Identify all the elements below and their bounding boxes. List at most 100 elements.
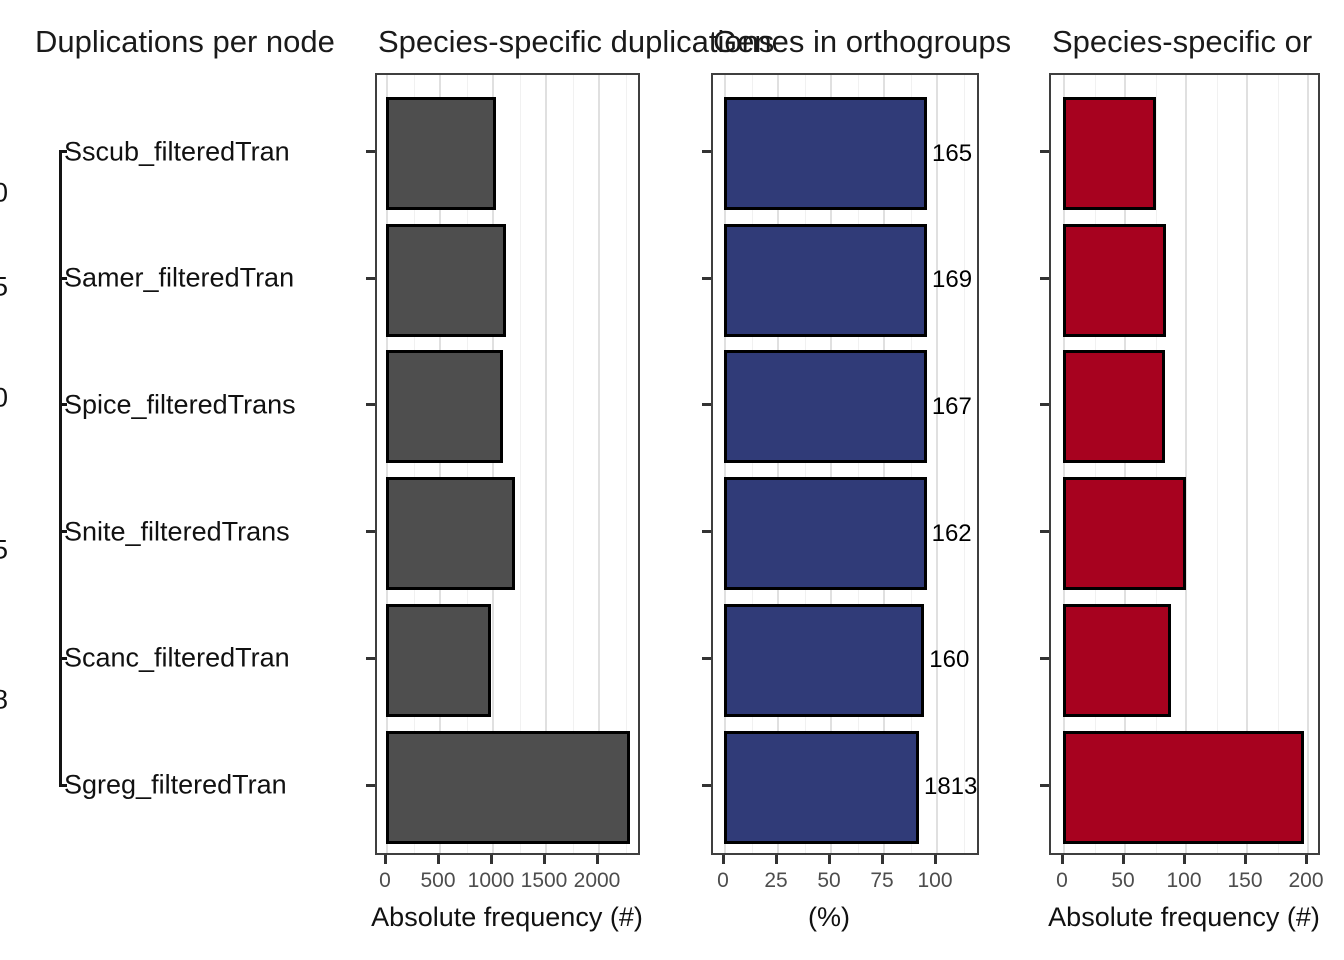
gridline-major (439, 75, 441, 853)
bar-Scanc_filteredTran (385, 603, 492, 717)
y-axis-tick (1040, 656, 1049, 660)
x-axis-tick (595, 855, 599, 864)
tree-tip-label: Snite_filteredTrans (64, 516, 290, 547)
gridline-major (724, 75, 726, 853)
tree-node-label-fragment: 8 (0, 684, 9, 715)
y-axis-tick (1040, 150, 1049, 153)
title-species-specific-orthogroups: Species-specific or (1052, 24, 1313, 59)
gridline-minor (1155, 75, 1157, 853)
bar-value-label: 1813 (923, 773, 978, 800)
tree-tip-label: Spice_filteredTrans (64, 389, 296, 420)
gridline-minor (413, 75, 415, 853)
x-axis-tick (1060, 855, 1064, 864)
y-axis-tick (366, 783, 375, 787)
x-axis-title-panel-2: (%) (808, 902, 850, 932)
bar-Sscub_filteredTran (723, 97, 928, 210)
x-axis-tick-label: 0 (379, 869, 391, 892)
bar-panel-2: 165 169 167 162 160 1813 (711, 73, 979, 855)
gridline-major (1246, 75, 1248, 853)
x-axis-tick (721, 855, 725, 864)
x-axis-tick-label: 1500 (520, 869, 568, 892)
gridline-major (830, 75, 832, 853)
gridline-major (598, 75, 600, 853)
gridline-minor (519, 75, 521, 853)
x-axis-tick (542, 855, 546, 864)
x-axis-tick (880, 855, 884, 864)
tree-node-label-fragment: 0 (0, 382, 9, 413)
title-duplications-per-node: Duplications per node (35, 24, 335, 59)
gridline-major (1185, 75, 1187, 853)
x-axis-tick (436, 855, 440, 864)
x-axis-tick (827, 855, 831, 864)
y-axis-tick (1040, 530, 1049, 534)
tree-node-label-fragment: 5 (0, 534, 9, 565)
bar-Scanc_filteredTran (723, 603, 925, 717)
bar-Sgreg_filteredTran (385, 730, 631, 844)
bar-Sgreg_filteredTran (723, 730, 919, 844)
x-axis-tick-label: 0 (717, 869, 729, 892)
gridline-major (777, 75, 779, 853)
tree-branch (59, 783, 67, 787)
gridline-minor (910, 75, 912, 853)
bar-Spice_filteredTrans (385, 350, 503, 464)
x-axis-tick-label: 50 (1111, 869, 1135, 892)
gridline-major (936, 75, 938, 853)
x-axis-tick (1243, 855, 1247, 864)
x-axis-tick (1121, 855, 1125, 864)
tree-node-label-fragment: 5 (0, 271, 9, 302)
bar-Snite_filteredTrans (1062, 477, 1186, 591)
x-axis-tick-label: 50 (817, 869, 841, 892)
bar-panel-3 (1049, 73, 1320, 855)
bar-panel-1 (375, 73, 640, 855)
gridline-major (492, 75, 494, 853)
x-axis-tick-label: 500 (420, 869, 456, 892)
gridline-minor (804, 75, 806, 853)
bar-value-label: 162 (931, 519, 972, 547)
gridline-minor (1216, 75, 1218, 853)
y-axis-tick (702, 656, 711, 660)
y-axis-tick (366, 403, 375, 407)
bar-Samer_filteredTran (385, 223, 506, 337)
tree-branch (59, 530, 67, 534)
x-axis-title-panel-1: Absolute frequency (#) (371, 902, 643, 932)
y-axis-tick (366, 656, 375, 660)
tree-branch (59, 403, 67, 407)
bar-Sgreg_filteredTran (1062, 730, 1305, 844)
gridline-major (883, 75, 885, 853)
gridline-major (1063, 75, 1065, 853)
tree-branch (59, 276, 67, 280)
x-axis-tick-label: 2000 (573, 869, 621, 892)
gridline-minor (1277, 75, 1279, 853)
gridline-major (1124, 75, 1126, 853)
x-axis-tick-label: 75 (870, 869, 894, 892)
bar-Spice_filteredTrans (1062, 350, 1166, 464)
tree-branch (59, 150, 67, 153)
bar-value-label: 167 (931, 392, 972, 420)
tree-tip-label: Sscub_filteredTran (64, 136, 290, 166)
y-axis-tick (702, 530, 711, 534)
x-axis-tick (383, 855, 387, 864)
y-axis-tick (1040, 276, 1049, 280)
tree-trunk (59, 150, 62, 785)
gridline-minor (466, 75, 468, 853)
bar-Snite_filteredTrans (385, 477, 516, 591)
y-axis-tick (366, 276, 375, 280)
x-axis-tick-label: 1000 (467, 869, 515, 892)
gridline-major (545, 75, 547, 853)
x-axis-tick-label: 0 (1056, 869, 1068, 892)
x-axis-tick (933, 855, 937, 864)
y-axis-tick (1040, 783, 1049, 787)
x-axis-tick-label: 200 (1288, 869, 1324, 892)
bar-Scanc_filteredTran (1062, 603, 1172, 717)
y-axis-tick (702, 150, 711, 153)
title-genes-in-orthogroups: Genes in orthogroups (713, 24, 1012, 59)
bar-Sscub_filteredTran (1062, 97, 1156, 210)
bar-Spice_filteredTrans (723, 350, 927, 464)
x-axis-tick (774, 855, 778, 864)
x-axis-tick (489, 855, 493, 864)
bar-value-label: 169 (932, 266, 973, 294)
x-axis-tick (1304, 855, 1308, 864)
bar-Sscub_filteredTran (385, 97, 496, 210)
gridline-minor (625, 75, 627, 853)
